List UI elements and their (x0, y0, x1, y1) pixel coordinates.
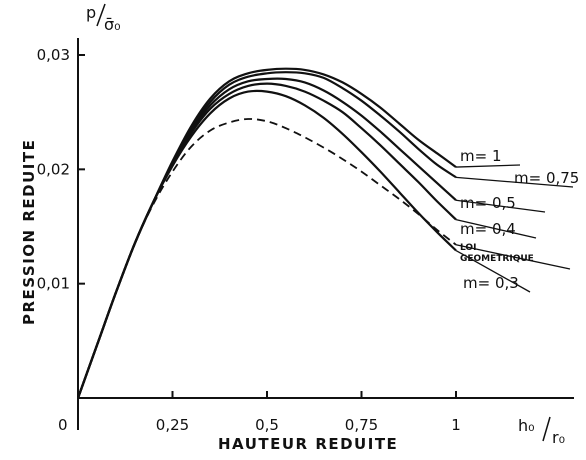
series-leader-2 (455, 199, 546, 213)
y-unit-numerator: p (86, 3, 96, 22)
y-unit-denominator: σ̄₀ (104, 15, 121, 34)
x-tick-label: 0,25 (156, 416, 189, 434)
x-unit-numerator: h₀ (518, 416, 535, 435)
series-line-0 (76, 67, 457, 399)
series-line-5 (77, 118, 457, 399)
series-label-0: m= 1 (460, 147, 502, 165)
series-line-4 (76, 89, 457, 399)
x-axis-title: HAUTEUR REDUITE (218, 435, 398, 453)
y-unit: p σ̄₀ (86, 3, 121, 34)
x-unit-slash (542, 416, 551, 442)
y-tick-label: 0,01 (37, 275, 70, 293)
series-labels: m= 1m= 0,75m= 0,5m= 0,4LOIGEOMETRIQUEm= … (455, 147, 579, 293)
x-unit-denominator: r₀ (552, 428, 565, 447)
series-label-3: m= 0,4 (460, 220, 516, 238)
series-leader-1 (455, 176, 574, 188)
series-lines (76, 67, 457, 399)
y-tick-label: 0,03 (37, 46, 70, 64)
series-label-1: m= 0,75 (514, 169, 579, 187)
y-axis-title: PRESSION REDUITE (20, 139, 38, 325)
series-line-2 (76, 77, 457, 399)
x-unit: h₀ r₀ (518, 416, 565, 447)
series-line-1 (76, 71, 457, 399)
series-leader-3 (455, 219, 537, 239)
x-tick-label: 0,75 (345, 416, 378, 434)
axis-ticks: 0,25 0,5 0,75 1 0,01 0,02 0,03 (37, 46, 461, 434)
origin-label: 0 (58, 416, 68, 434)
series-label-4: m= 0,3 (463, 274, 519, 292)
y-tick-label: 0,02 (37, 160, 70, 178)
x-tick-label: 0,5 (255, 416, 279, 434)
series-label-5-line2: GEOMETRIQUE (460, 254, 534, 264)
series-leader-5 (455, 244, 571, 270)
series-label-2: m= 0,5 (460, 194, 516, 212)
series-leader-0 (455, 164, 521, 168)
y-unit-slash (96, 3, 106, 27)
series-leader-4 (455, 249, 531, 293)
x-tick-label: 1 (451, 416, 461, 434)
